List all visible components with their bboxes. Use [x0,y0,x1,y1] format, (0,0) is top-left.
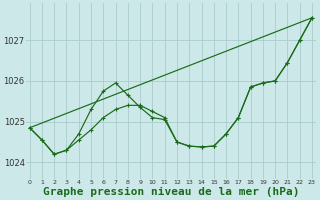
X-axis label: Graphe pression niveau de la mer (hPa): Graphe pression niveau de la mer (hPa) [43,186,299,197]
